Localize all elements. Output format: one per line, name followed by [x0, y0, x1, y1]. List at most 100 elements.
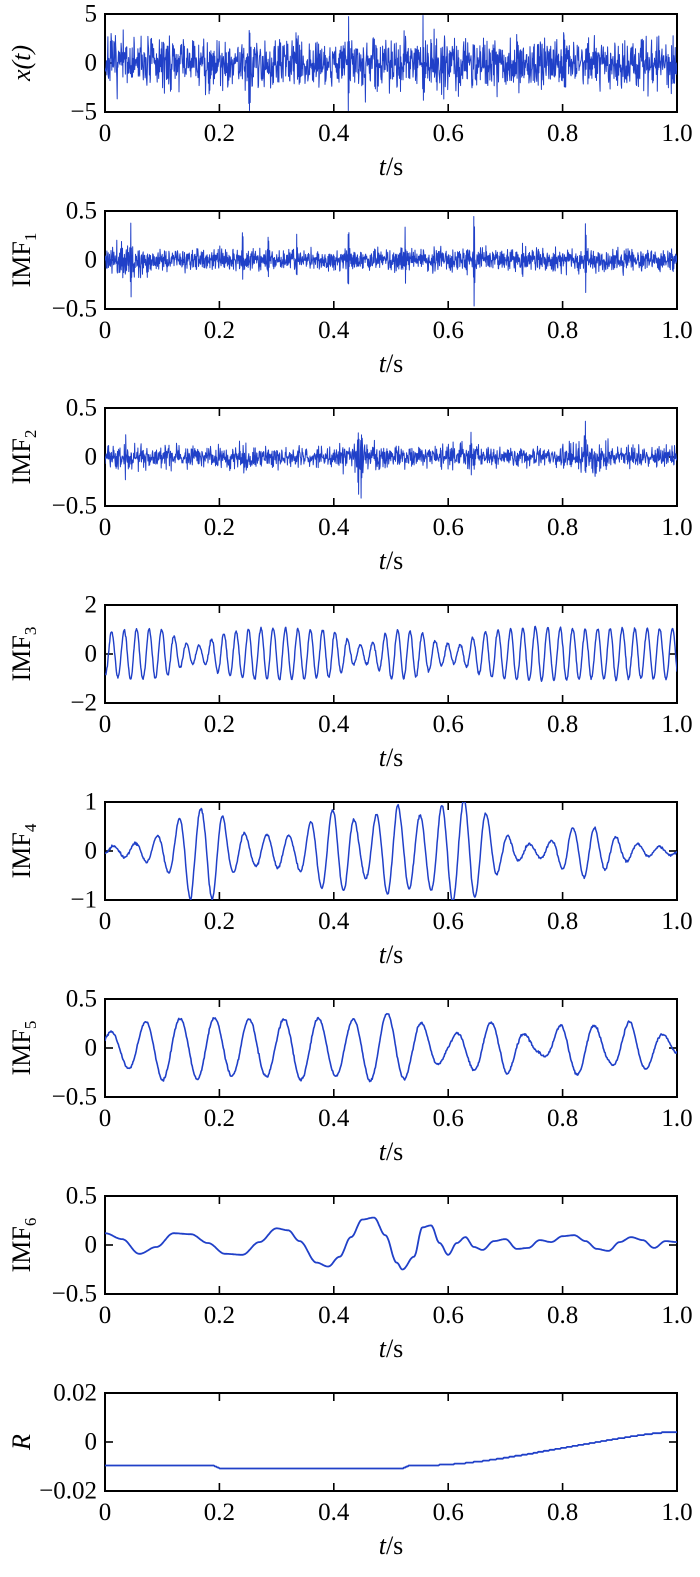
- x-tick-label: 0: [99, 711, 112, 738]
- x-tick-label: 0.6: [433, 1302, 464, 1329]
- x-tick-label: 0: [99, 120, 112, 147]
- y-tick-label: −0.5: [52, 493, 97, 520]
- x-axis-label-unit: /s: [386, 1137, 403, 1166]
- x-tick-label: 0.4: [318, 1105, 350, 1132]
- signal-trace: [105, 15, 677, 111]
- y-tick-label: 0: [85, 1429, 98, 1456]
- signal-trace: [105, 216, 677, 307]
- y-axis-label-base: IMF: [7, 1226, 36, 1272]
- x-tick-label: 1.0: [661, 711, 692, 738]
- x-tick-label: 0.2: [204, 120, 235, 147]
- y-tick-label: 0: [85, 50, 98, 77]
- x-axis-label-unit: /s: [386, 1334, 403, 1363]
- signal-trace: [105, 420, 677, 499]
- y-axis-label: IMF6: [7, 1218, 40, 1273]
- x-axis-label: t/s: [379, 1137, 404, 1166]
- x-tick-label: 0.2: [204, 514, 235, 541]
- signal-trace: [105, 802, 677, 900]
- x-tick-label: 0.8: [547, 1105, 578, 1132]
- y-tick-label: 0: [85, 444, 98, 471]
- y-tick-label: 0: [85, 1035, 98, 1062]
- x-tick-label: 0: [99, 1499, 112, 1526]
- x-axis-label-variable: t: [379, 152, 387, 181]
- x-tick-label: 0.4: [318, 1302, 350, 1329]
- x-tick-label: 0.6: [433, 120, 464, 147]
- y-axis-label-subscript: 5: [21, 1021, 40, 1030]
- x-tick-label: 0.8: [547, 1302, 578, 1329]
- signal-trace: [105, 625, 677, 683]
- x-tick-label: 0.8: [547, 317, 578, 344]
- x-axis-label-variable: t: [379, 743, 387, 772]
- panel-8: 0.020−0.020 0.2 0.4 0.6 0.8 1.0Rt/s: [7, 1380, 693, 1561]
- x-axis-label: t/s: [379, 152, 404, 181]
- x-tick-label: 0: [99, 317, 112, 344]
- x-axis-label: t/s: [379, 940, 404, 969]
- y-tick-label: −0.5: [52, 1281, 97, 1308]
- x-tick-label: 1.0: [661, 120, 692, 147]
- y-axis-label-subscript: 4: [21, 823, 40, 832]
- y-axis-label-subscript: 2: [21, 430, 40, 439]
- x-tick-label: 0.4: [318, 317, 350, 344]
- y-tick-label: 0.5: [66, 395, 97, 422]
- plot-box: [104, 604, 678, 704]
- y-tick-label: 0.5: [66, 1183, 97, 1210]
- y-tick-label: −5: [70, 99, 97, 126]
- x-tick-label: 0.2: [204, 908, 235, 935]
- y-tick-label: 2: [85, 592, 98, 619]
- x-axis-label-unit: /s: [386, 546, 403, 575]
- x-tick-label: 0.2: [204, 1499, 235, 1526]
- x-tick-label: 0.4: [318, 908, 350, 935]
- x-axis-label-variable: t: [379, 1531, 387, 1560]
- y-tick-label: 0.5: [66, 198, 97, 225]
- y-axis-label-base: x(t): [7, 45, 36, 82]
- x-tick-label: 0.2: [204, 1302, 235, 1329]
- x-axis-label-unit: /s: [386, 940, 403, 969]
- x-tick-label: 1.0: [661, 1302, 692, 1329]
- x-tick-label: 0.2: [204, 711, 235, 738]
- x-axis-label-unit: /s: [386, 152, 403, 181]
- y-tick-label: −0.5: [52, 296, 97, 323]
- y-axis-label-base: IMF: [7, 635, 36, 681]
- x-axis-label: t/s: [379, 1531, 404, 1560]
- x-axis-label-variable: t: [379, 1334, 387, 1363]
- y-axis-label-subscript: 1: [21, 233, 40, 242]
- y-tick-label: 5: [85, 1, 98, 28]
- x-tick-label: 0: [99, 908, 112, 935]
- y-axis-label-subscript: 6: [21, 1218, 40, 1227]
- x-tick-label: 0.6: [433, 317, 464, 344]
- x-tick-label: 1.0: [661, 1499, 692, 1526]
- x-tick-label: 0.4: [318, 514, 350, 541]
- x-axis-label: t/s: [379, 546, 404, 575]
- x-tick-label: 0: [99, 1302, 112, 1329]
- y-axis-label-base: IMF: [7, 832, 36, 878]
- x-tick-label: 0.4: [318, 711, 350, 738]
- y-tick-label: 0: [85, 838, 98, 865]
- panel-1: 50−50 0.2 0.4 0.6 0.8 1.0x(t)t/s: [7, 1, 693, 182]
- x-axis-label: t/s: [379, 743, 404, 772]
- x-axis-label: t/s: [379, 1334, 404, 1363]
- plot-box: [104, 801, 678, 901]
- x-tick-label: 0: [99, 514, 112, 541]
- x-axis-label-variable: t: [379, 546, 387, 575]
- x-tick-label: 0.2: [204, 317, 235, 344]
- y-axis-label: x(t): [7, 45, 36, 82]
- signal-trace: [105, 1216, 677, 1271]
- plot-box: [104, 998, 678, 1098]
- x-axis-label-variable: t: [379, 1137, 387, 1166]
- y-axis-label-base: IMF: [7, 438, 36, 484]
- x-tick-label: 1.0: [661, 908, 692, 935]
- y-tick-label: 0: [85, 641, 98, 668]
- plot-box: [104, 1392, 678, 1492]
- y-axis-label-subscript: 3: [21, 627, 40, 636]
- y-tick-label: 0: [85, 247, 98, 274]
- x-tick-label: 0.8: [547, 120, 578, 147]
- x-axis-label-unit: /s: [386, 349, 403, 378]
- x-tick-label: 0.6: [433, 514, 464, 541]
- x-tick-label: 1.0: [661, 514, 692, 541]
- x-tick-label: 0.8: [547, 711, 578, 738]
